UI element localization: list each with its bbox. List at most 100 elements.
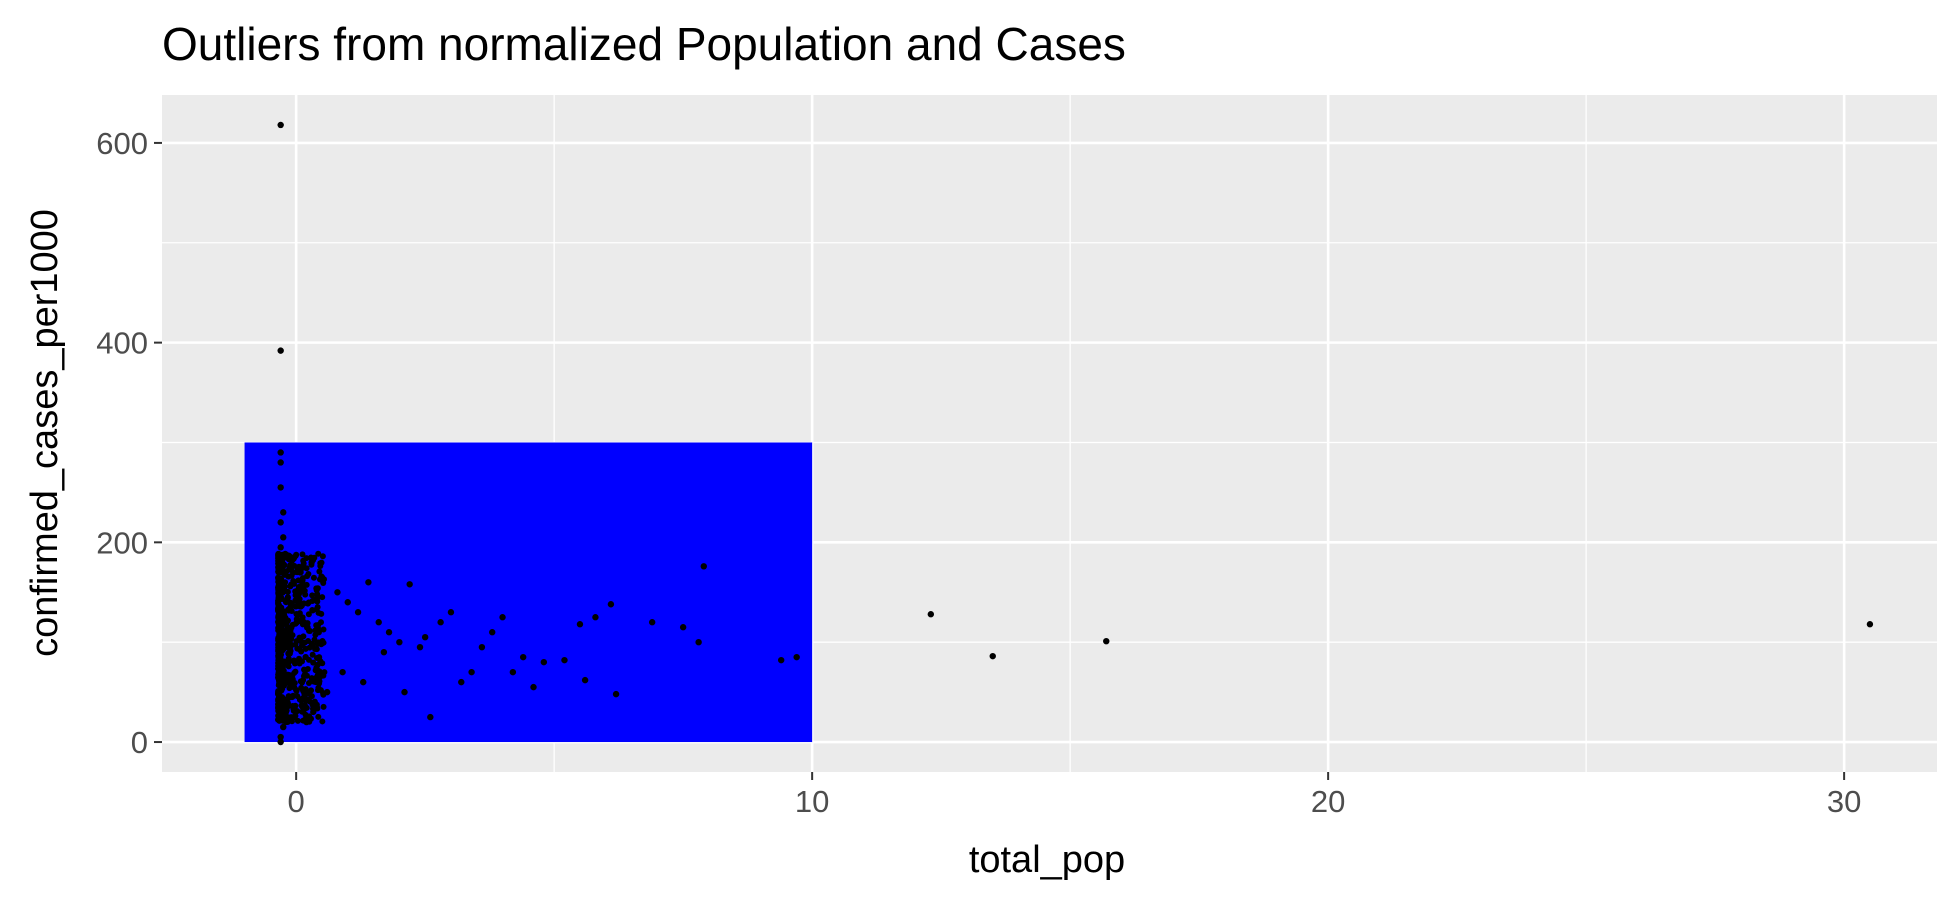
x-axis-title: total_pop bbox=[969, 839, 1125, 881]
cluster-point bbox=[301, 690, 308, 697]
data-point bbox=[540, 658, 548, 666]
data-point bbox=[447, 609, 455, 616]
cluster-point bbox=[304, 624, 311, 631]
outlier-point bbox=[927, 611, 935, 618]
data-point bbox=[576, 621, 584, 628]
cluster-point bbox=[280, 561, 287, 568]
y-tick-label: 200 bbox=[96, 525, 148, 560]
cluster-point bbox=[312, 631, 319, 638]
x-axis-ticks: 0 10 20 30 bbox=[288, 772, 1861, 819]
cluster-point bbox=[308, 693, 315, 700]
data-point bbox=[277, 738, 284, 746]
data-point bbox=[777, 656, 785, 664]
data-point bbox=[561, 656, 568, 664]
cluster-point bbox=[276, 688, 283, 695]
x-tick-label: 20 bbox=[1311, 784, 1345, 819]
cluster-point bbox=[315, 625, 322, 632]
cluster-point bbox=[277, 575, 284, 582]
x-tick-label: 30 bbox=[1827, 784, 1861, 819]
data-point bbox=[648, 619, 656, 626]
cluster-point bbox=[303, 672, 310, 679]
y-tick-label: 0 bbox=[131, 725, 148, 760]
data-point bbox=[700, 563, 707, 570]
cluster-point bbox=[300, 633, 307, 640]
cluster-point bbox=[292, 620, 299, 627]
cluster-point bbox=[280, 582, 287, 589]
cluster-point bbox=[302, 645, 309, 652]
data-point bbox=[277, 484, 284, 491]
cluster-point bbox=[287, 561, 294, 568]
cluster-point bbox=[311, 636, 318, 643]
data-point bbox=[280, 534, 287, 541]
data-point bbox=[396, 638, 403, 646]
cluster-point bbox=[314, 641, 321, 648]
data-point bbox=[427, 713, 434, 721]
cluster-point bbox=[294, 717, 301, 724]
cluster-point bbox=[304, 600, 311, 607]
chart-title: Outliers from normalized Population and … bbox=[162, 18, 1126, 70]
cluster-point bbox=[307, 554, 314, 561]
data-point bbox=[458, 678, 465, 686]
cluster-point bbox=[296, 655, 303, 662]
data-point bbox=[277, 519, 284, 526]
data-point bbox=[277, 459, 284, 466]
data-point bbox=[298, 564, 305, 571]
cluster-point bbox=[284, 714, 291, 721]
outlier-point bbox=[989, 652, 996, 660]
cluster-point bbox=[319, 718, 326, 725]
cluster-point bbox=[299, 695, 306, 702]
cluster-point bbox=[277, 655, 284, 662]
data-point bbox=[282, 708, 290, 716]
cluster-point bbox=[275, 560, 282, 567]
cluster-point bbox=[314, 598, 321, 605]
data-point bbox=[344, 599, 351, 606]
cluster-point bbox=[301, 706, 308, 713]
data-points bbox=[277, 121, 1874, 746]
data-point bbox=[303, 718, 310, 726]
cluster-point bbox=[316, 568, 323, 575]
cluster-point bbox=[275, 606, 282, 613]
data-point bbox=[354, 609, 362, 616]
cluster-point bbox=[285, 606, 292, 613]
cluster-point bbox=[314, 687, 321, 694]
cluster-point bbox=[278, 588, 285, 595]
data-point bbox=[277, 544, 284, 551]
cluster-point bbox=[305, 680, 312, 687]
data-point bbox=[416, 643, 424, 651]
data-point bbox=[509, 668, 517, 676]
data-point bbox=[679, 624, 687, 631]
data-point bbox=[280, 509, 287, 516]
data-point bbox=[612, 690, 620, 698]
data-point bbox=[530, 683, 537, 691]
data-point bbox=[592, 614, 599, 621]
outlier-point bbox=[1866, 621, 1874, 628]
cluster-point bbox=[286, 672, 293, 679]
cluster-point bbox=[286, 650, 293, 657]
cluster-point bbox=[292, 668, 299, 675]
cluster-point bbox=[310, 709, 317, 716]
cluster-point bbox=[319, 553, 326, 560]
data-point bbox=[478, 643, 486, 651]
cluster-point bbox=[313, 646, 320, 653]
cluster-point bbox=[282, 598, 289, 605]
cluster-point bbox=[310, 659, 317, 666]
data-point bbox=[334, 589, 341, 596]
cluster-point bbox=[301, 666, 308, 673]
cluster-point bbox=[314, 604, 321, 611]
outlier-point bbox=[277, 347, 284, 354]
y-tick-label: 400 bbox=[96, 326, 148, 361]
data-point bbox=[380, 648, 388, 656]
cluster-point bbox=[300, 618, 307, 625]
data-point bbox=[277, 733, 284, 741]
data-point bbox=[581, 676, 589, 684]
data-point bbox=[421, 633, 429, 641]
cluster-point bbox=[279, 704, 286, 711]
cluster-point bbox=[282, 699, 289, 706]
cluster-point bbox=[277, 674, 284, 681]
cluster-point bbox=[278, 569, 285, 576]
cluster-point bbox=[292, 641, 299, 648]
cluster-point bbox=[315, 609, 322, 616]
data-point bbox=[360, 678, 367, 686]
